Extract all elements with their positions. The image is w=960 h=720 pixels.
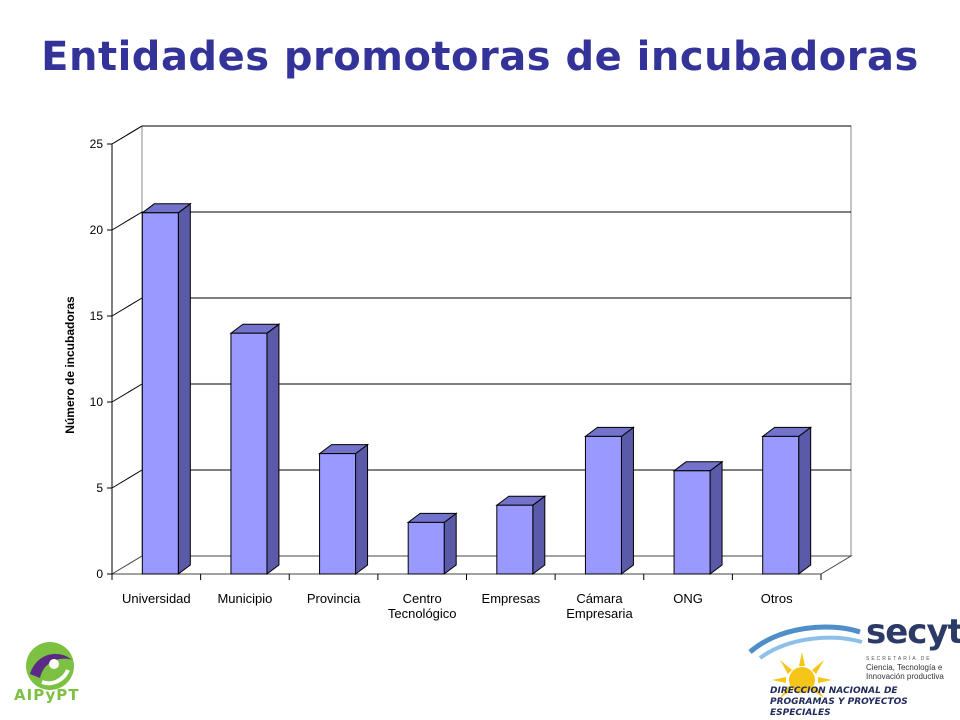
bar-side [709, 460, 723, 575]
bar-side [355, 443, 369, 575]
gridline-diagonal [111, 297, 143, 317]
secyt-tagline-small: SECRETARÍA DE [866, 656, 932, 662]
chart-floor [110, 555, 853, 575]
bar-side [443, 512, 457, 575]
gridline-diagonal [111, 469, 143, 489]
aipypt-logo-text: AIPyPT [14, 686, 80, 704]
y-tick-label: 15 [90, 309, 104, 323]
bar-side [532, 495, 546, 575]
bar [496, 504, 534, 575]
gridline-diagonal [111, 211, 143, 231]
x-tick-label: Centro [403, 591, 442, 606]
bar [230, 332, 268, 575]
gridline-diagonal [111, 125, 143, 145]
bar-side [266, 323, 280, 575]
x-tick-label: Empresaria [566, 606, 633, 621]
x-tick-label: Provincia [307, 591, 361, 606]
aipypt-logo-icon [26, 642, 74, 690]
bar-side [798, 426, 812, 575]
direccion-line-2: PROGRAMAS Y PROYECTOS ESPECIALES [770, 697, 908, 718]
bar [407, 521, 445, 575]
secyt-sun-logo-icon [748, 624, 863, 698]
x-tick-label: Municipio [217, 591, 272, 606]
x-tick-label: Cámara [576, 591, 623, 606]
slide-title: Entidades promotoras de incubadoras [41, 34, 919, 80]
bar-side [177, 202, 191, 575]
x-tick-label: Otros [761, 591, 793, 606]
y-axis-label: Número de incubadoras [63, 296, 77, 434]
bar [319, 453, 357, 575]
x-tick-label: ONG [673, 591, 703, 606]
y-tick-label: 10 [90, 395, 104, 409]
secyt-logo-word: secyt [866, 612, 960, 652]
bar-side [620, 426, 634, 575]
secyt-tagline: Ciencia, Tecnología e Innovación product… [866, 663, 944, 681]
direccion-nacional-text: DIRECCION NACIONAL DE PROGRAMAS Y PROYEC… [770, 686, 960, 719]
bar [673, 470, 711, 575]
y-tick-label: 0 [96, 567, 103, 581]
bar [762, 435, 800, 575]
direccion-line-1: DIRECCION NACIONAL DE [770, 686, 898, 696]
x-tick-label: Universidad [122, 591, 191, 606]
x-tick-label: Empresas [482, 591, 541, 606]
y-tick-label: 20 [90, 223, 104, 237]
gridline-diagonal [111, 383, 143, 403]
bar [141, 212, 179, 575]
x-tick-label: Tecnológico [388, 606, 457, 621]
y-tick-label: 5 [96, 481, 103, 495]
y-tick-label: 25 [90, 137, 104, 151]
bar [584, 435, 622, 575]
